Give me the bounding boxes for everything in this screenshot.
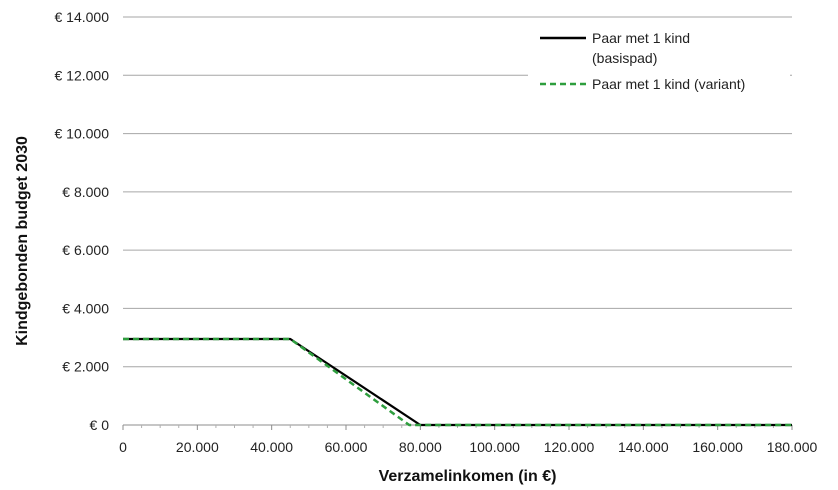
y-tick-label: € 10.000	[55, 126, 110, 142]
gridlines	[123, 16, 792, 368]
legend-label: (basispad)	[592, 50, 657, 66]
legend: Paar met 1 kind (basispad) Paar met 1 kind…	[528, 18, 790, 100]
x-tick-label: 100.000	[469, 439, 520, 455]
x-tick-label: 40.000	[250, 439, 293, 455]
y-tick-labels: € 0 € 2.000 € 4.000 € 6.000 € 8.000 € 10.000 €…	[55, 9, 110, 433]
y-tick-label: € 4.000	[62, 300, 109, 316]
legend-label: Paar met 1 kind	[592, 30, 690, 46]
legend-label: Paar met 1 kind (variant)	[592, 76, 745, 92]
y-tick-label: € 14.000	[55, 9, 110, 25]
x-tick-label: 0	[119, 439, 127, 455]
series-line-basispad	[123, 337, 792, 427]
legend-background	[528, 18, 790, 100]
y-tick-label: € 2.000	[62, 359, 109, 375]
y-axis-title: Kindgebonden budget 2030	[14, 136, 31, 346]
y-tick-label: € 0	[90, 417, 110, 433]
x-axis-title: Verzamelinkomen (in €)	[379, 468, 557, 485]
x-tick-label: 120.000	[544, 439, 595, 455]
x-tick-label: 180.000	[767, 439, 818, 455]
x-tick-label: 140.000	[618, 439, 669, 455]
x-tick-label: 60.000	[325, 439, 368, 455]
x-tick-label: 80.000	[399, 439, 442, 455]
x-tick-label: 20.000	[176, 439, 219, 455]
x-tick-label: 160.000	[692, 439, 743, 455]
y-tick-label: € 8.000	[62, 184, 109, 200]
y-tick-label: € 6.000	[62, 242, 109, 258]
x-tick-labels: 0 20.000 40.000 60.000 80.000 100.000 120.000 1…	[119, 439, 817, 455]
series	[123, 337, 792, 427]
y-tick-label: € 12.000	[55, 67, 110, 83]
series-line-variant	[123, 337, 792, 427]
